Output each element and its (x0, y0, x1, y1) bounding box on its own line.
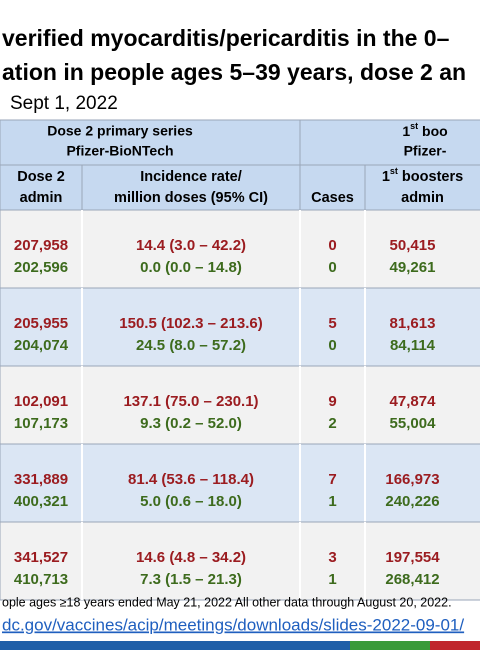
cell-value: 202,596 (14, 259, 68, 276)
cell-value: 166,973 (385, 471, 439, 488)
header-cell (364, 164, 480, 211)
cell-value: 81,613 (390, 315, 436, 332)
row-band (0, 287, 480, 367)
header-text: Incidence rate/ (140, 169, 242, 185)
header-text: boosters (398, 169, 463, 185)
header-cell (81, 164, 301, 211)
header-text: 1st boosters (382, 166, 463, 184)
row-band (0, 365, 480, 445)
cell-value: 137.1 (75.0 – 230.1) (123, 393, 258, 410)
cell-value: 150.5 (102.3 – 213.6) (119, 315, 262, 332)
cell-value: 400,321 (14, 493, 68, 510)
cell-value: 9.3 (0.2 – 52.0) (140, 415, 242, 432)
cell-value: 1 (328, 493, 336, 510)
cell-value: 84,114 (390, 337, 436, 354)
cell-value: 207,958 (14, 237, 68, 254)
cell-value: 1 (328, 571, 336, 588)
cell-value: 55,004 (390, 415, 437, 432)
cell-value: 49,261 (390, 259, 436, 276)
header-text: admin (401, 190, 444, 206)
cell-value: 240,226 (385, 493, 439, 510)
cell-value: 331,889 (14, 471, 68, 488)
header-text: million doses (95% CI) (114, 190, 268, 206)
cell-value: 107,173 (14, 415, 68, 432)
footnote: ople ages ≥18 years ended May 21, 2022 A… (2, 595, 452, 609)
cell-value: 0 (328, 259, 336, 276)
cell-value: 204,074 (14, 337, 69, 354)
row-band (0, 521, 480, 601)
header-text: 1st boo (402, 121, 447, 138)
cell-value: 268,412 (385, 571, 439, 588)
cell-value: 205,955 (14, 315, 68, 332)
table: Dose 2 primary series Pfizer-BioNTech 1st … (0, 119, 480, 601)
header-text: boo (418, 123, 448, 139)
cell-value: 0 (328, 237, 336, 254)
cell-value: 7.3 (1.5 – 21.3) (140, 571, 242, 588)
cell-value: 24.5 (8.0 – 57.2) (136, 337, 246, 354)
cell-value: 47,874 (390, 393, 437, 410)
header-cell (0, 119, 301, 166)
title-line: verified myocarditis/pericarditis in the… (2, 25, 450, 51)
footer-bar (430, 641, 480, 650)
cell-value: 50,415 (390, 237, 436, 254)
cell-value: 9 (328, 393, 336, 410)
cell-value: 2 (328, 415, 336, 432)
header-text: Dose 2 primary series (47, 123, 193, 139)
cell-value: 5.0 (0.6 – 18.0) (140, 493, 242, 510)
cell-value: 0.0 (0.0 – 14.8) (140, 259, 242, 276)
source-link[interactable]: dc.gov/vaccines/acip/meetings/downloads/… (2, 615, 464, 634)
header-cell (299, 119, 480, 166)
cell-value: 14.6 (4.8 – 34.2) (136, 549, 246, 566)
date: Sept 1, 2022 (10, 93, 118, 114)
header-text: Pfizer- (404, 143, 447, 159)
header-text: admin (20, 190, 63, 206)
header-text: 1 (402, 123, 410, 139)
superscript: st (410, 121, 418, 131)
cell-value: 197,554 (385, 549, 440, 566)
row-band (0, 209, 480, 289)
cell-value: 5 (328, 315, 336, 332)
cell-value: 81.4 (53.6 – 118.4) (128, 471, 254, 488)
cell-value: 14.4 (3.0 – 42.2) (136, 237, 246, 254)
cell-value: 341,527 (14, 549, 68, 566)
cell-value: 7 (328, 471, 336, 488)
title-line: ation in people ages 5–39 years, dose 2 … (2, 59, 466, 85)
cell-value: 0 (328, 337, 336, 354)
header-text: Dose 2 (17, 169, 65, 185)
footer-bar (350, 641, 430, 650)
header-text: Pfizer-BioNTech (66, 143, 173, 159)
cell-value: 410,713 (14, 571, 68, 588)
cell-value: 3 (328, 549, 336, 566)
header-text: Cases (311, 190, 354, 206)
superscript: st (390, 166, 398, 176)
row-band (0, 443, 480, 523)
header-text: 1 (382, 169, 390, 185)
cell-value: 102,091 (14, 393, 68, 410)
header-cell (0, 164, 83, 211)
footer-bar (0, 641, 350, 650)
